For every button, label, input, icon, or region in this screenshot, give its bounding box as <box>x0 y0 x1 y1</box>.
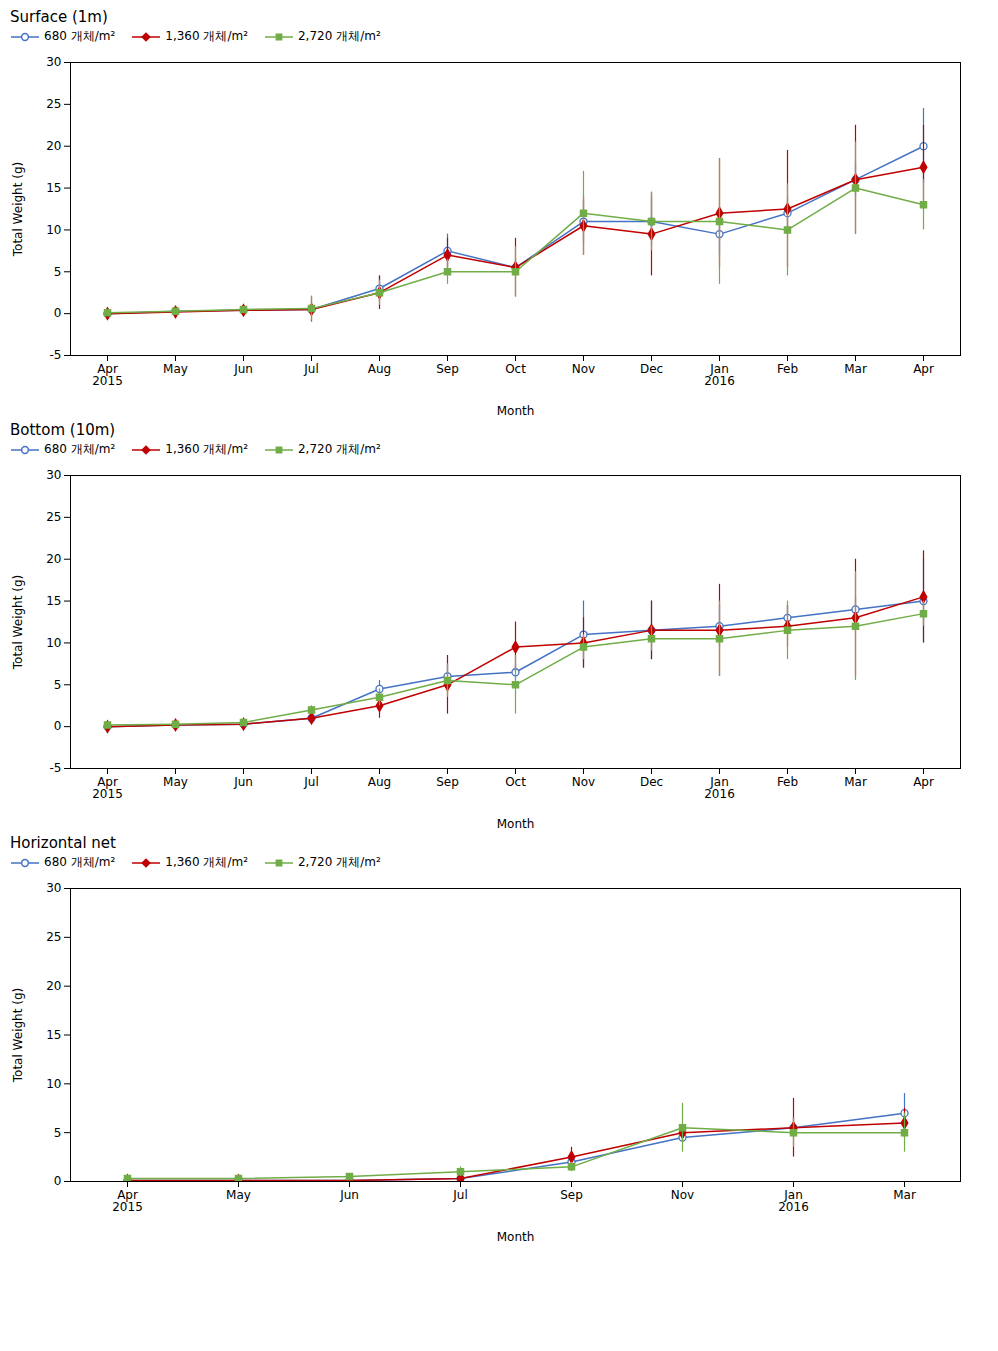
html-text:Horizontal net: Horizontal net <box>10 834 116 852</box>
svg-text:Total Weight (g): Total Weight (g) <box>11 988 25 1083</box>
html-text:1,360 개체/m²: 1,360 개체/m² <box>165 29 248 43</box>
svg-text:10: 10 <box>46 223 61 237</box>
svg-text:5: 5 <box>54 265 62 279</box>
svg-text:Month: Month <box>497 817 535 831</box>
html-text:2,720 개체/m²: 2,720 개체/m² <box>298 442 381 456</box>
svg-text:Feb: Feb <box>777 775 798 789</box>
svg-text:0: 0 <box>54 306 62 320</box>
svg-text:30: 30 <box>46 881 61 895</box>
svg-text:Feb: Feb <box>777 362 798 376</box>
svg-text:Jun: Jun <box>233 775 253 789</box>
svg-text:Oct: Oct <box>505 775 526 789</box>
svg-text:Month: Month <box>497 404 535 418</box>
html-text:2,720 개체/m²: 2,720 개체/m² <box>298 855 381 869</box>
svg-text:0: 0 <box>54 1174 62 1188</box>
svg-text:Jul: Jul <box>303 775 318 789</box>
svg-text:May: May <box>226 1188 251 1202</box>
svg-text:Sep: Sep <box>436 362 459 376</box>
svg-text:Aug: Aug <box>368 775 391 789</box>
svg-text:15: 15 <box>46 1028 61 1042</box>
svg-text:Jun: Jun <box>233 362 253 376</box>
svg-text:May: May <box>163 362 188 376</box>
html-text:680 개체/m²: 680 개체/m² <box>44 855 116 869</box>
svg-text:15: 15 <box>46 181 61 195</box>
svg-text:Apr2015: Apr2015 <box>92 775 123 801</box>
svg-text:Apr2015: Apr2015 <box>92 362 123 388</box>
svg-text:May: May <box>163 775 188 789</box>
svg-text:Aug: Aug <box>368 362 391 376</box>
svg-text:5: 5 <box>54 678 62 692</box>
svg-text:Jul: Jul <box>303 362 318 376</box>
html-text:2,720 개체/m²: 2,720 개체/m² <box>298 29 381 43</box>
html-text:680 개체/m²: 680 개체/m² <box>44 29 116 43</box>
svg-text:Jul: Jul <box>452 1188 467 1202</box>
svg-text:Apr2015: Apr2015 <box>112 1188 143 1214</box>
html-text:1,360 개체/m²: 1,360 개체/m² <box>165 442 248 456</box>
svg-text:20: 20 <box>46 139 61 153</box>
svg-text:Total Weight (g): Total Weight (g) <box>11 162 25 257</box>
svg-text:Dec: Dec <box>640 362 663 376</box>
html-text:680 개체/m²: 680 개체/m² <box>44 442 116 456</box>
svg-text:10: 10 <box>46 1077 61 1091</box>
svg-text:Dec: Dec <box>640 775 663 789</box>
svg-text:30: 30 <box>46 55 61 69</box>
svg-text:Mar: Mar <box>844 362 867 376</box>
svg-text:25: 25 <box>46 97 61 111</box>
svg-text:-5: -5 <box>50 761 62 775</box>
svg-text:Mar: Mar <box>844 775 867 789</box>
svg-text:Sep: Sep <box>560 1188 583 1202</box>
svg-text:Jan2016: Jan2016 <box>704 362 735 388</box>
svg-text:Oct: Oct <box>505 362 526 376</box>
svg-text:Mar: Mar <box>893 1188 916 1202</box>
svg-text:Jan2016: Jan2016 <box>704 775 735 801</box>
svg-text:Total Weight (g): Total Weight (g) <box>11 575 25 670</box>
svg-text:-5: -5 <box>50 348 62 362</box>
svg-text:Nov: Nov <box>671 1188 694 1202</box>
svg-text:Apr: Apr <box>913 362 934 376</box>
svg-text:25: 25 <box>46 510 61 524</box>
svg-text:Nov: Nov <box>572 775 595 789</box>
svg-text:Month: Month <box>497 1230 535 1244</box>
svg-text:10: 10 <box>46 636 61 650</box>
html-text:Surface (1m): Surface (1m) <box>10 8 108 26</box>
svg-text:Jun: Jun <box>339 1188 359 1202</box>
html-text:1,360 개체/m²: 1,360 개체/m² <box>165 855 248 869</box>
svg-text:20: 20 <box>46 552 61 566</box>
svg-text:30: 30 <box>46 468 61 482</box>
svg-text:20: 20 <box>46 979 61 993</box>
svg-text:15: 15 <box>46 594 61 608</box>
svg-text:Apr: Apr <box>913 775 934 789</box>
svg-text:5: 5 <box>54 1126 62 1140</box>
svg-text:25: 25 <box>46 930 61 944</box>
html-text:Bottom (10m): Bottom (10m) <box>10 421 116 439</box>
svg-text:Nov: Nov <box>572 362 595 376</box>
svg-text:Sep: Sep <box>436 775 459 789</box>
svg-text:Jan2016: Jan2016 <box>778 1188 809 1214</box>
svg-text:0: 0 <box>54 719 62 733</box>
